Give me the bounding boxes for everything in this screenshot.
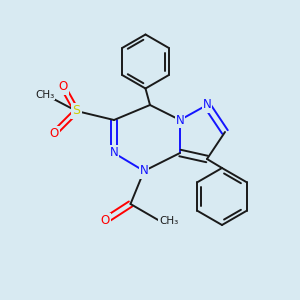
Text: S: S (73, 104, 80, 118)
Text: N: N (176, 113, 184, 127)
Text: N: N (202, 98, 211, 112)
Text: O: O (58, 80, 68, 94)
Text: N: N (140, 164, 148, 178)
Text: CH₃: CH₃ (35, 89, 55, 100)
Text: O: O (50, 127, 58, 140)
Text: O: O (100, 214, 109, 227)
Text: CH₃: CH₃ (159, 215, 178, 226)
Text: N: N (110, 146, 118, 160)
